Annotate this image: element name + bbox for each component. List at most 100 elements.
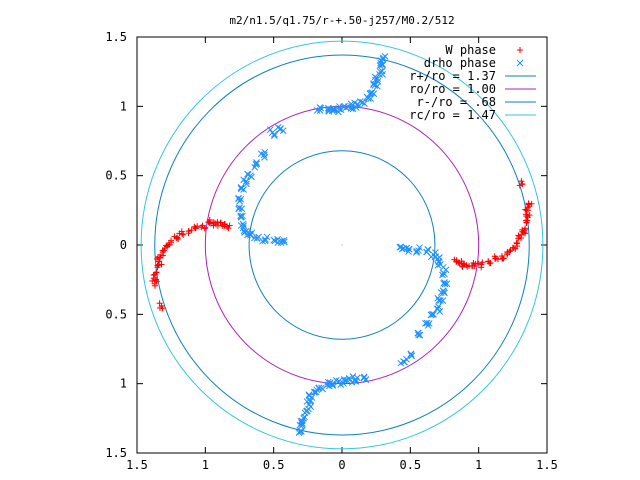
data-point [522,211,529,218]
data-point [504,250,511,257]
data-point [236,197,244,205]
data-point [424,246,432,254]
data-point [238,213,245,221]
data-point [396,243,404,251]
data-point [248,173,255,181]
data-point [487,259,494,266]
data-point [271,130,278,138]
data-point [512,245,519,252]
data-point [510,244,517,251]
data-point [253,159,260,166]
data-point [345,375,353,382]
data-point [519,228,526,235]
data-point [364,95,372,102]
data-point [151,271,158,278]
data-point [235,205,242,213]
data-point [459,263,466,270]
y-tick-label: 1.5 [105,30,127,44]
data-point [373,82,381,90]
y-tick-label: 1 [120,99,127,113]
data-point [270,132,278,140]
data-point [150,272,157,279]
x-tick-label: 1.5 [536,458,558,472]
data-point [492,255,499,262]
data-point [153,278,160,285]
data-point [352,378,360,385]
data-point [270,236,278,244]
data-point [217,219,224,226]
data-point [251,163,259,171]
data-point [298,428,305,435]
data-point [468,262,475,269]
data-point [336,103,343,110]
data-points [149,53,535,436]
data-point [176,230,183,237]
data-point [244,231,251,239]
legend-label: ro/ro = 1.00 [409,82,496,96]
data-point [412,249,420,256]
x-tick-label: 0 [338,458,345,472]
data-point [317,104,325,112]
y-tick-label: 1.5 [105,446,127,460]
y-tick-label: 0 [120,238,127,252]
data-point [198,224,205,231]
data-point [430,310,437,318]
data-point [435,303,442,311]
data-point [307,397,315,404]
data-point [378,67,386,75]
legend-label: rc/ro = 1.47 [409,108,496,122]
data-point [194,223,201,230]
data-point [397,359,405,367]
data-point [253,235,261,242]
data-point [349,105,357,113]
origin-dot [341,244,343,246]
data-point [251,234,258,242]
data-point [422,320,429,327]
circle-3 [140,40,544,450]
data-point [240,222,247,229]
x-tick-label: 0.5 [263,458,285,472]
data-point [261,148,269,156]
legend-marker [517,47,523,53]
data-point [367,95,375,103]
data-point [312,388,320,396]
data-point [526,212,533,219]
data-point [242,178,250,185]
data-point [405,245,413,253]
data-point [435,297,443,304]
data-point [458,260,465,267]
data-point [429,311,436,318]
data-point [523,219,530,226]
data-point [407,351,415,358]
data-point [479,259,486,266]
data-point [324,378,332,386]
data-point [441,270,448,278]
data-point [225,225,232,232]
data-point [303,398,311,405]
x-tick-label: 1 [475,458,482,472]
data-point [359,98,367,106]
legend-marker [516,59,524,67]
data-point [156,300,163,307]
data-point [239,220,247,228]
data-point [507,247,514,254]
data-point [523,207,530,214]
data-point [149,277,156,284]
circle-0 [154,54,530,436]
data-point [277,239,285,246]
data-point [416,244,423,251]
data-point [515,235,522,242]
data-point [156,254,163,261]
data-point [167,237,174,244]
data-point [443,280,451,288]
data-point [413,247,421,255]
data-point [335,377,343,385]
data-point [423,319,431,327]
x-tick-label: 1.5 [126,458,148,472]
data-point [298,417,306,425]
data-point [305,391,313,399]
data-point [261,237,269,245]
data-point [175,235,182,242]
